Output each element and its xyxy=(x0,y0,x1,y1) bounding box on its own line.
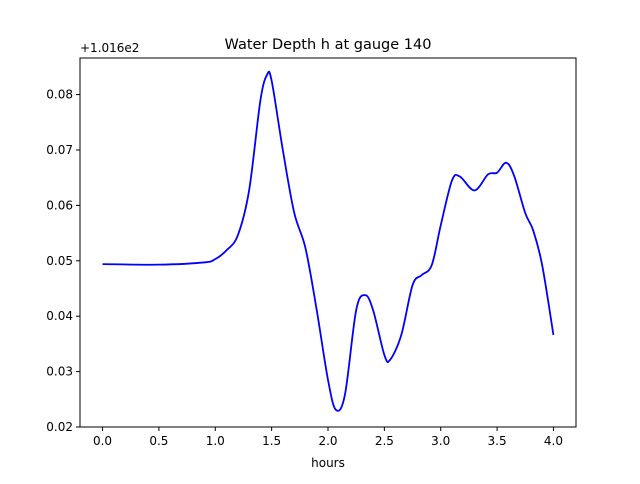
y-tick-label: 0.08 xyxy=(46,88,73,102)
chart-title: Water Depth h at gauge 140 xyxy=(225,37,432,53)
x-tick-label: 0.5 xyxy=(149,434,168,448)
x-tick-label: 2.0 xyxy=(318,434,337,448)
y-tick-label: 0.05 xyxy=(46,254,73,268)
y-tick-label: 0.06 xyxy=(46,198,73,212)
y-offset-label: +1.016e2 xyxy=(80,41,139,55)
x-tick-label: 2.5 xyxy=(375,434,394,448)
y-tick-label: 0.03 xyxy=(46,365,73,379)
x-tick-label: 4.0 xyxy=(544,434,563,448)
x-axis-label: hours xyxy=(311,456,345,470)
x-tick-label: 0.0 xyxy=(93,434,112,448)
series-line-h xyxy=(102,70,555,412)
x-tick-label: 1.5 xyxy=(262,434,281,448)
x-tick-label: 1.0 xyxy=(206,434,225,448)
axes-frame xyxy=(79,57,577,428)
x-tick-label: 3.0 xyxy=(431,434,450,448)
y-tick-label: 0.04 xyxy=(46,309,73,323)
y-tick-label: 0.07 xyxy=(46,143,73,157)
x-tick-label: 3.5 xyxy=(488,434,507,448)
y-tick-label: 0.02 xyxy=(46,420,73,434)
